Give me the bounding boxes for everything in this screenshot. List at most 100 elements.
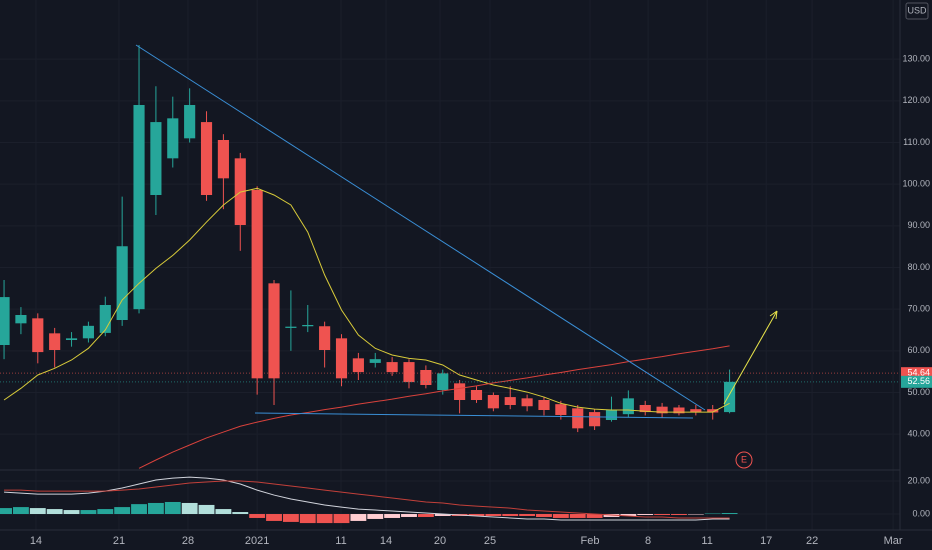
candle-body bbox=[32, 318, 44, 353]
drawings bbox=[135, 44, 778, 419]
x-tick-label: 17 bbox=[760, 535, 772, 547]
candle-body bbox=[673, 407, 685, 414]
y-tick-label: 0.00 bbox=[912, 508, 930, 518]
candle-body bbox=[99, 305, 111, 333]
histogram-bar bbox=[721, 513, 738, 515]
x-tick-label: 21 bbox=[113, 535, 125, 547]
y-tick-label: 60.00 bbox=[907, 345, 930, 355]
candle-body bbox=[639, 405, 651, 413]
histogram-bar bbox=[12, 507, 29, 515]
histogram-bar bbox=[164, 501, 181, 515]
x-tick-label: 22 bbox=[806, 535, 818, 547]
histogram-bar bbox=[316, 514, 333, 524]
histogram-bar bbox=[485, 514, 502, 516]
candle-body bbox=[369, 359, 381, 363]
x-tick-label: 11 bbox=[701, 535, 712, 547]
candle-body bbox=[184, 105, 196, 139]
histogram-bar bbox=[434, 514, 451, 516]
histogram-bar bbox=[401, 514, 417, 517]
candle-body bbox=[622, 398, 634, 415]
candle-body bbox=[605, 410, 618, 420]
histogram-bar bbox=[0, 508, 12, 515]
candle-body bbox=[352, 358, 364, 373]
axes: 14 21 28 2021 11 14 20 25 Feb 8 11 17 22 Mar 40.00 50.0… bbox=[30, 54, 932, 547]
histogram-bar bbox=[704, 513, 721, 515]
histogram-bar bbox=[232, 512, 249, 515]
trend-line bbox=[254, 412, 694, 419]
candle-body bbox=[724, 381, 736, 413]
candle-body bbox=[555, 404, 567, 415]
candle-body bbox=[487, 395, 499, 409]
y-tick-label: 90.00 bbox=[907, 220, 930, 230]
candle-body bbox=[437, 373, 449, 390]
candle-body bbox=[285, 326, 297, 328]
candle-body bbox=[49, 333, 61, 350]
candle-body bbox=[133, 105, 145, 310]
candle-body bbox=[386, 362, 398, 373]
histogram-bar bbox=[367, 514, 384, 519]
histogram-bar bbox=[147, 502, 164, 515]
earnings-marker[interactable] bbox=[735, 451, 753, 469]
grid bbox=[0, 0, 900, 530]
x-tick-label: Feb bbox=[581, 535, 600, 547]
histogram-bar bbox=[249, 514, 266, 518]
indicator-line bbox=[3, 187, 730, 413]
histogram-bar bbox=[384, 514, 401, 518]
x-tick-label: 25 bbox=[484, 535, 496, 547]
histogram-bar bbox=[80, 510, 97, 515]
candle-body bbox=[521, 398, 533, 407]
y-tick-label: 130.00 bbox=[902, 54, 930, 64]
candle-body bbox=[335, 338, 348, 379]
currency-box[interactable] bbox=[905, 2, 929, 20]
y-tick-label: 80.00 bbox=[907, 262, 930, 272]
y-tick-label: 70.00 bbox=[907, 304, 930, 314]
candle-body bbox=[150, 122, 162, 195]
histogram-bar bbox=[198, 504, 215, 515]
candle-body bbox=[302, 325, 314, 327]
x-tick-label: 28 bbox=[182, 535, 194, 547]
x-tick-label: 14 bbox=[380, 535, 392, 547]
candle-body bbox=[217, 140, 229, 179]
histogram-bar bbox=[536, 514, 552, 517]
candle-body bbox=[200, 122, 213, 195]
candle-body bbox=[589, 412, 601, 427]
candle-body bbox=[319, 326, 331, 350]
candle-body bbox=[251, 190, 263, 379]
histogram-bar bbox=[282, 514, 299, 522]
histogram-bar bbox=[97, 509, 114, 515]
candle-body bbox=[656, 406, 668, 414]
histogram-bar bbox=[46, 509, 63, 515]
candle-body bbox=[167, 118, 179, 159]
histogram-bar bbox=[417, 514, 434, 517]
y-tick-label: 40.00 bbox=[907, 429, 930, 439]
candle-body bbox=[116, 246, 128, 320]
arrow-head bbox=[769, 310, 778, 320]
candle-body bbox=[420, 370, 432, 385]
candle-body bbox=[454, 383, 466, 400]
x-tick-label: Mar bbox=[884, 535, 903, 547]
histogram-bar bbox=[181, 502, 198, 515]
histogram-bar bbox=[114, 507, 131, 515]
histogram-bar bbox=[552, 514, 569, 518]
histogram-bar bbox=[131, 504, 147, 515]
y-tick-label: 50.00 bbox=[907, 387, 930, 397]
x-tick-label: 8 bbox=[645, 535, 651, 547]
plot-area bbox=[0, 45, 900, 524]
histogram-bar bbox=[468, 514, 485, 516]
candle-body bbox=[504, 397, 516, 405]
histogram-bar bbox=[29, 508, 46, 515]
candle-body bbox=[0, 297, 10, 345]
histogram-bar bbox=[586, 514, 603, 518]
histogram-bar bbox=[333, 514, 350, 524]
histogram-bar bbox=[519, 514, 536, 516]
y-tick-label: 110.00 bbox=[903, 137, 930, 147]
y-tick-label: 20.00 bbox=[907, 475, 930, 485]
indicator-line bbox=[4, 480, 730, 519]
candle-body bbox=[268, 283, 280, 379]
arrow-line bbox=[723, 310, 778, 405]
price-tag-label: 54.64 bbox=[907, 368, 930, 378]
candle-body bbox=[65, 338, 78, 340]
trend-line bbox=[135, 44, 706, 411]
